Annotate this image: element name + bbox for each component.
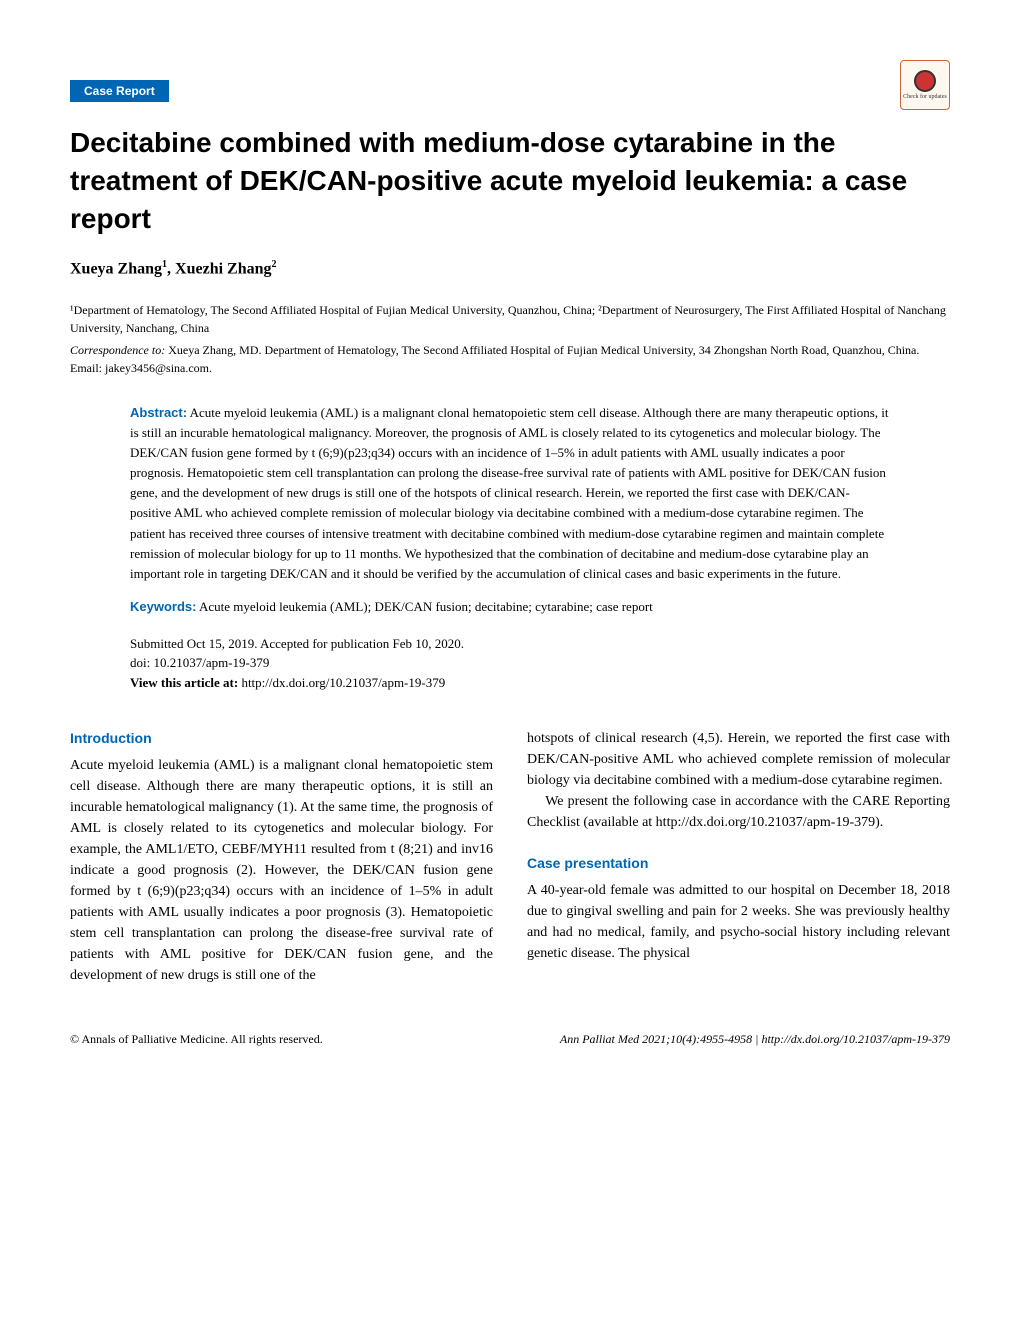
doi-line: doi: 10.21037/apm-19-379 bbox=[130, 653, 890, 673]
body-columns: Introduction Acute myeloid leukemia (AML… bbox=[70, 728, 950, 986]
author-2: Xuezhi Zhang bbox=[175, 261, 271, 278]
case-presentation-heading: Case presentation bbox=[527, 853, 950, 874]
meta-block: Submitted Oct 15, 2019. Accepted for pub… bbox=[130, 634, 950, 693]
correspondence-text: Xueya Zhang, MD. Department of Hematolog… bbox=[70, 343, 919, 375]
abstract-label: Abstract: bbox=[130, 405, 187, 420]
authors: Xueya Zhang1, Xuezhi Zhang2 bbox=[70, 259, 950, 278]
check-updates-label: Check for updates bbox=[903, 94, 947, 101]
left-column: Introduction Acute myeloid leukemia (AML… bbox=[70, 728, 493, 986]
footer-copyright: © Annals of Palliative Medicine. All rig… bbox=[70, 1032, 323, 1047]
author-1: Xueya Zhang bbox=[70, 261, 162, 278]
intro-paragraph-3: We present the following case in accorda… bbox=[527, 791, 950, 833]
page-footer: © Annals of Palliative Medicine. All rig… bbox=[70, 1032, 950, 1047]
footer-citation: Ann Palliat Med 2021;10(4):4955-4958 | h… bbox=[560, 1032, 950, 1047]
keywords-text: Acute myeloid leukemia (AML); DEK/CAN fu… bbox=[196, 599, 652, 614]
author-2-sup: 2 bbox=[272, 259, 277, 270]
abstract-text: Acute myeloid leukemia (AML) is a malign… bbox=[130, 405, 889, 581]
right-column: hotspots of clinical research (4,5). Her… bbox=[527, 728, 950, 986]
view-article-label: View this article at: bbox=[130, 675, 238, 690]
case-paragraph-1: A 40-year-old female was admitted to our… bbox=[527, 880, 950, 964]
correspondence: Correspondence to: Xueya Zhang, MD. Depa… bbox=[70, 341, 950, 377]
affiliations: ¹Department of Hematology, The Second Af… bbox=[70, 301, 950, 337]
keywords-block: Keywords: Acute myeloid leukemia (AML); … bbox=[130, 598, 950, 616]
intro-paragraph-2: hotspots of clinical research (4,5). Her… bbox=[527, 728, 950, 791]
submitted-line: Submitted Oct 15, 2019. Accepted for pub… bbox=[130, 634, 890, 654]
correspondence-label: Correspondence to: bbox=[70, 343, 165, 357]
case-report-badge: Case Report bbox=[70, 80, 169, 102]
intro-paragraph-1: Acute myeloid leukemia (AML) is a malign… bbox=[70, 755, 493, 986]
check-for-updates-badge[interactable]: Check for updates bbox=[900, 60, 950, 110]
keywords-label: Keywords: bbox=[130, 599, 196, 614]
view-article-line: View this article at: http://dx.doi.org/… bbox=[130, 673, 890, 693]
author-1-sup: 1 bbox=[162, 259, 167, 270]
article-title: Decitabine combined with medium-dose cyt… bbox=[70, 124, 950, 237]
check-updates-icon bbox=[914, 70, 936, 92]
abstract-block: Abstract: Acute myeloid leukemia (AML) i… bbox=[130, 403, 950, 584]
view-article-url: http://dx.doi.org/10.21037/apm-19-379 bbox=[238, 675, 445, 690]
introduction-heading: Introduction bbox=[70, 728, 493, 749]
